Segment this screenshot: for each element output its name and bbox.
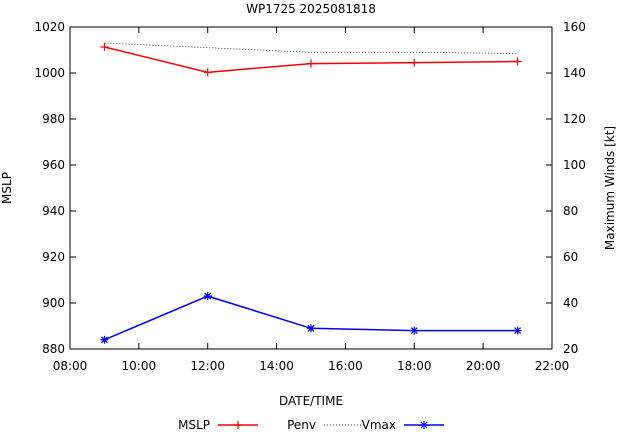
x-tick-label: 08:00 xyxy=(53,359,88,373)
legend-label-penv: Penv xyxy=(287,418,316,432)
y-right-tick-label: 20 xyxy=(563,342,578,356)
x-tick-label: 16:00 xyxy=(328,359,363,373)
y-right-tick-label: 140 xyxy=(563,66,586,80)
legend-marker-vmax xyxy=(420,421,428,429)
y-right-tick-label: 80 xyxy=(563,204,578,218)
y-left-tick-label: 960 xyxy=(42,158,65,172)
axis-ticks: 08:00 10:00 12:00 14:00 16:00 18:00 20:00 22:00… xyxy=(34,20,585,373)
x-tick-label: 20:00 xyxy=(466,359,501,373)
vmax-point xyxy=(513,326,522,335)
x-tick-label: 10:00 xyxy=(122,359,157,373)
legend-label-vmax: Vmax xyxy=(362,418,396,432)
y-left-tick-label: 980 xyxy=(42,112,65,126)
vmax-point xyxy=(100,335,109,344)
x-tick-label: 18:00 xyxy=(397,359,432,373)
x-tick-label: 12:00 xyxy=(190,359,225,373)
penv-series-line xyxy=(104,42,518,54)
vmax-series-line xyxy=(104,295,518,341)
y-left-tick-label: 1000 xyxy=(34,66,65,80)
legend-label-mslp: MSLP xyxy=(178,418,210,432)
mslp-point xyxy=(410,58,419,67)
plot-frame xyxy=(69,26,553,350)
y-right-tick-label: 60 xyxy=(563,250,578,264)
y-right-tick-label: 120 xyxy=(563,112,586,126)
vmax-point xyxy=(410,326,419,335)
vmax-point xyxy=(307,324,315,333)
mslp-point xyxy=(203,68,212,77)
mslp-point xyxy=(513,57,522,66)
y-left-tick-label: 880 xyxy=(42,342,65,356)
y-right-tick-label: 40 xyxy=(563,296,578,310)
vmax-point xyxy=(203,292,212,301)
x-axis-label: DATE/TIME xyxy=(279,394,343,408)
y-axis-left-label: MSLP xyxy=(0,172,14,204)
series-layer xyxy=(100,42,522,344)
chart-title: WP1725 2025081818 xyxy=(246,2,376,16)
y-right-tick-label: 100 xyxy=(563,158,586,172)
x-tick-label: 22:00 xyxy=(535,359,570,373)
mslp-point xyxy=(100,43,109,52)
y-left-tick-label: 1020 xyxy=(34,20,65,34)
legend: MSLP Penv Vmax xyxy=(178,418,444,432)
mslp-point xyxy=(307,59,315,68)
y-left-tick-label: 940 xyxy=(42,204,65,218)
y-left-tick-label: 900 xyxy=(42,296,65,310)
y-axis-right-label: Maximum Winds [kt] xyxy=(603,126,617,250)
x-tick-label: 14:00 xyxy=(259,359,294,373)
y-right-tick-label: 160 xyxy=(563,20,586,34)
legend-marker-mslp xyxy=(234,421,242,429)
y-left-tick-label: 920 xyxy=(42,250,65,264)
